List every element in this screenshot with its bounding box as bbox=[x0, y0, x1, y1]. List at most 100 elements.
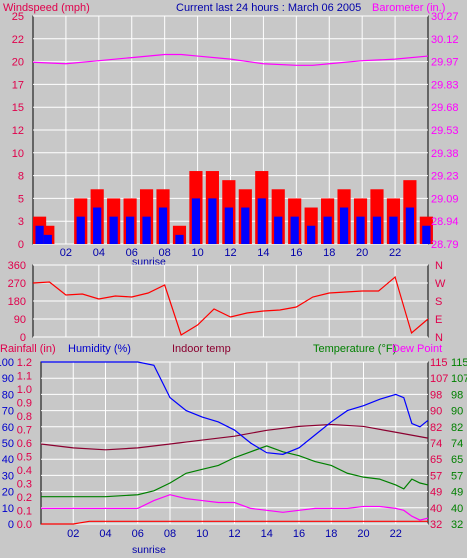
wind-y-tick: 22 bbox=[12, 34, 24, 46]
gust-bar bbox=[93, 207, 102, 244]
compass-y-tick: N bbox=[435, 332, 443, 344]
barometer-y-tick: 28.94 bbox=[431, 216, 459, 228]
wind-x-tick: 02 bbox=[60, 247, 72, 259]
rainfall-label: Rainfall (in) bbox=[0, 343, 56, 355]
compass-y-tick: W bbox=[435, 278, 446, 290]
barometer-line bbox=[32, 53, 429, 66]
wind-y-tick: 3 bbox=[18, 216, 24, 228]
dewpoint-y-tick: 115 bbox=[451, 357, 467, 369]
temps-x-tick: 16 bbox=[293, 528, 305, 540]
temperature-label: Temperature (°F) bbox=[313, 343, 396, 355]
temp-y-tick: 49 bbox=[430, 487, 442, 499]
temps-y-axis-right-1: 115 107 98 90 82 74 65 57 49 40 32 bbox=[430, 357, 448, 531]
temps-x-tick: 12 bbox=[228, 528, 240, 540]
wind-y-tick: 25 bbox=[12, 11, 24, 23]
temps-x-tick: 20 bbox=[357, 528, 369, 540]
dewpoint-label: Dew Point bbox=[392, 343, 442, 355]
humidity-y-tick: 40 bbox=[2, 454, 14, 466]
temps-x-tick: 04 bbox=[99, 528, 111, 540]
wind-x-tick: 06 bbox=[126, 247, 138, 259]
dewpoint-y-tick: 74 bbox=[451, 438, 463, 450]
temps-x-axis: 02 04 06 08 10 12 14 16 18 20 22 bbox=[67, 528, 402, 540]
humidity-y-tick: 0 bbox=[8, 519, 14, 531]
temps-x-tick: 06 bbox=[132, 528, 144, 540]
barometer-y-tick: 29.38 bbox=[431, 148, 459, 160]
gust-bar bbox=[35, 225, 44, 244]
humidity-y-tick: 70 bbox=[2, 406, 14, 418]
humidity-y-tick: 10 bbox=[2, 503, 14, 515]
temp-y-tick: 65 bbox=[430, 454, 442, 466]
direction-y-tick: 90 bbox=[14, 314, 26, 326]
temps-x-tick: 14 bbox=[261, 528, 273, 540]
rainfall-y-tick: 0.3 bbox=[17, 479, 32, 491]
gust-bar bbox=[142, 216, 151, 244]
gust-bar bbox=[323, 216, 332, 244]
dewpoint-y-tick: 40 bbox=[451, 503, 463, 515]
wind-y-axis-left: 25 22 20 17 15 12 10 8 5 3 0 bbox=[12, 11, 24, 251]
wind-y-tick: 0 bbox=[18, 239, 24, 251]
compass-y-tick: S bbox=[435, 296, 442, 308]
rainfall-y-tick: 0.5 bbox=[17, 452, 32, 464]
wind-y-tick: 17 bbox=[12, 79, 24, 91]
wind-y-tick: 15 bbox=[12, 102, 24, 114]
gust-bars bbox=[35, 198, 431, 244]
temp-y-tick: 32 bbox=[430, 519, 442, 531]
dewpoint-y-tick: 57 bbox=[451, 470, 463, 482]
gust-bar bbox=[290, 216, 299, 244]
gust-bar bbox=[175, 234, 184, 244]
gust-bar bbox=[307, 225, 316, 244]
compass-y-tick: N bbox=[435, 260, 443, 272]
humidity-y-tick: 30 bbox=[2, 470, 14, 482]
wind-y-tick: 10 bbox=[12, 148, 24, 160]
gust-bar bbox=[76, 216, 85, 244]
gust-bar bbox=[43, 234, 52, 244]
temp-y-tick: 57 bbox=[430, 470, 442, 482]
dewpoint-y-tick: 49 bbox=[451, 487, 463, 499]
barometer-y-tick: 29.83 bbox=[431, 79, 459, 91]
barometer-title: Barometer (in.) bbox=[372, 2, 445, 14]
center-title: Current last 24 hours : March 06 2005 bbox=[176, 2, 361, 14]
humidity-line bbox=[41, 361, 429, 455]
indoor-temp-label: Indoor temp bbox=[172, 343, 231, 355]
barometer-y-tick: 30.27 bbox=[431, 11, 459, 23]
rainfall-y-tick: 0.4 bbox=[17, 465, 32, 477]
rainfall-y-tick: 0.9 bbox=[17, 398, 32, 410]
direction-y-axis-left: 360 270 180 90 0 bbox=[8, 260, 26, 344]
rainfall-line bbox=[41, 520, 428, 525]
rainfall-y-tick: 0.0 bbox=[17, 519, 32, 531]
wind-x-tick: 22 bbox=[389, 247, 401, 259]
rainfall-y-axis: 1.2 1.11.0 0.90.8 0.70.6 0.50.4 0.30.2 0.10.0 bbox=[17, 357, 32, 531]
humidity-y-tick: 90 bbox=[2, 373, 14, 385]
barometer-y-tick: 29.53 bbox=[431, 125, 459, 137]
barometer-y-tick: 30.12 bbox=[431, 34, 459, 46]
humidity-y-tick: 20 bbox=[2, 487, 14, 499]
gust-bar bbox=[191, 198, 201, 244]
temps-sunrise-label: sunrise bbox=[132, 544, 166, 556]
gust-bar bbox=[339, 207, 349, 244]
gust-bar bbox=[422, 225, 431, 244]
direction-y-tick: 0 bbox=[20, 332, 26, 344]
wind-x-tick: 12 bbox=[224, 247, 236, 259]
temp-y-tick: 82 bbox=[430, 422, 442, 434]
barometer-y-tick: 29.09 bbox=[431, 193, 459, 205]
direction-y-tick: 270 bbox=[8, 278, 26, 290]
humidity-y-tick: 100 bbox=[0, 357, 14, 369]
indoor-temp-line bbox=[40, 423, 429, 451]
rainfall-y-tick: 0.6 bbox=[17, 438, 32, 450]
wind-x-tick: 04 bbox=[93, 247, 105, 259]
gust-bar bbox=[372, 216, 382, 244]
wind-x-tick: 10 bbox=[191, 247, 203, 259]
temps-y-axis-right-2: 115 107 98 90 82 74 65 57 49 40 32 bbox=[451, 357, 467, 531]
rainfall-y-tick: 1.0 bbox=[17, 384, 32, 396]
wind-y-tick: 8 bbox=[18, 171, 24, 183]
temp-y-tick: 74 bbox=[430, 438, 442, 450]
rainfall-y-tick: 0.7 bbox=[17, 425, 32, 437]
humidity-label: Humidity (%) bbox=[68, 343, 131, 355]
gust-bar bbox=[158, 207, 168, 244]
rainfall-y-tick: 0.2 bbox=[17, 492, 32, 504]
dewpoint-line bbox=[41, 494, 429, 521]
rainfall-y-tick: 0.8 bbox=[17, 411, 32, 423]
temps-x-tick: 02 bbox=[67, 528, 79, 540]
